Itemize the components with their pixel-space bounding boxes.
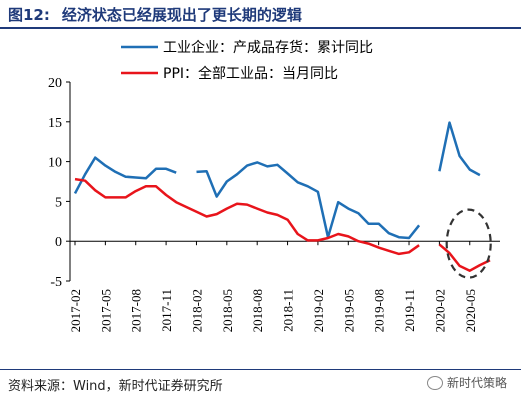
x-tick-label: 2017-08: [129, 289, 144, 332]
x-tick-label: 2018-11: [281, 289, 296, 332]
wechat-icon: [426, 375, 443, 390]
figure-number: 图12:: [8, 6, 50, 24]
y-tick-label: 0: [55, 235, 62, 250]
figure-title: 图12: 经济状态已经展现出了更长期的逻辑: [8, 4, 302, 25]
x-tick-label: 2017-05: [98, 289, 113, 332]
x-tick-label: 2019-11: [402, 289, 417, 332]
source-note: 资料来源：Wind，新时代证券研究所: [8, 379, 223, 394]
title-divider: [0, 27, 521, 29]
series-line-inventory: [73, 121, 481, 240]
x-tick-label: 2019-05: [341, 289, 356, 332]
x-tick-label: 2017-11: [159, 289, 174, 332]
x-tick-label: 2020-05: [463, 289, 478, 332]
y-tick-label: -5: [50, 275, 62, 290]
legend-label: 工业企业：产成品存货：累计同比: [163, 39, 373, 56]
legend-label: PPI：全部工业品：当月同比: [163, 65, 338, 82]
y-tick-label: 5: [55, 195, 62, 210]
y-tick-label: 15: [48, 116, 62, 131]
watermark: 新时代策略: [426, 374, 507, 391]
x-tick-label: 2020-02: [432, 289, 447, 332]
footer-divider: [0, 369, 521, 370]
watermark-text: 新时代策略: [446, 376, 507, 390]
highlight-ellipse: [445, 208, 492, 279]
y-tick-label: 20: [48, 76, 62, 91]
y-tick-label: 10: [48, 156, 62, 171]
x-tick-label: 2018-08: [250, 289, 265, 332]
x-tick-label: 2019-02: [311, 289, 326, 332]
figure-title-text: 经济状态已经展现出了更长期的逻辑: [61, 6, 302, 24]
x-tick-label: 2017-02: [68, 289, 83, 332]
x-tick-label: 2018-05: [220, 289, 235, 332]
x-tick-label: 2019-08: [372, 289, 387, 332]
x-tick-label: 2018-02: [189, 289, 204, 332]
series-line-ppi: [74, 177, 491, 272]
